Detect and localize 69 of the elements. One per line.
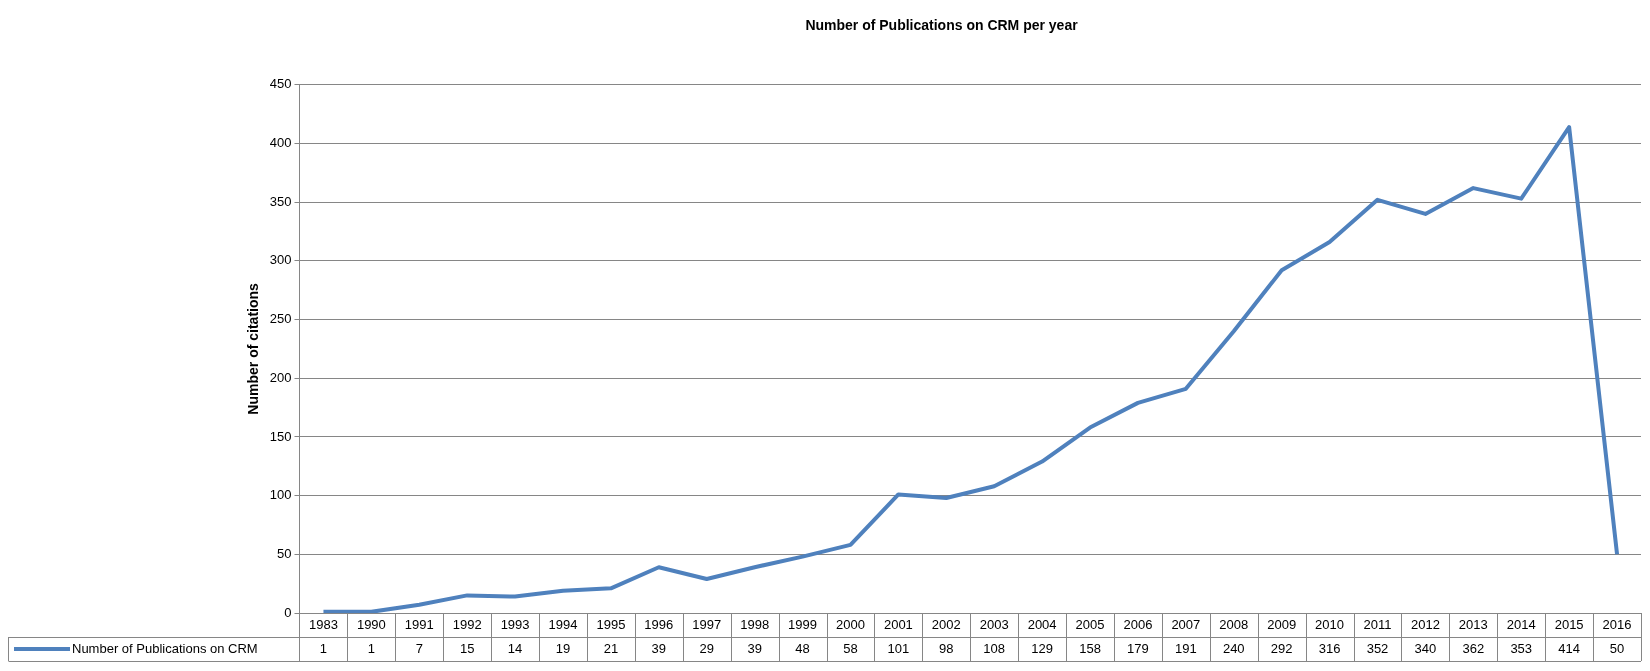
x-tick-label: 2015 [1554,617,1584,633]
x-tick-label: 2002 [931,617,961,633]
data-label: 191 [1174,640,1197,656]
y-tick-label: 250 [269,311,292,327]
data-label: 340 [1414,640,1437,656]
x-tick-label: 2000 [836,617,865,633]
x-tick-label: 2005 [1075,617,1105,633]
data-label: 158 [1079,640,1101,656]
x-tick-label: 1998 [740,617,770,633]
x-tick-label: 2016 [1602,617,1632,633]
data-label: 316 [1318,640,1341,656]
data-label: 29 [699,640,714,656]
x-tick-label: 1983 [308,617,338,633]
x-tick-label: 2011 [1363,617,1392,633]
data-label: 7 [415,640,423,656]
data-label: 48 [795,640,810,656]
x-tick-label: 1999 [788,617,818,633]
data-label: 352 [1366,640,1389,656]
data-label: 240 [1222,640,1245,656]
x-tick-label: 2009 [1267,617,1297,633]
legend-label: Number of Publications on CRM [72,640,258,656]
x-tick-label: 2014 [1506,617,1536,633]
x-tick-label: 1997 [692,617,722,633]
x-tick-label: 1994 [548,617,578,633]
data-label: 98 [939,640,954,656]
y-tick-label: 50 [277,545,292,561]
x-tick-label: 2004 [1027,617,1057,633]
x-tick-label: 2007 [1171,617,1201,633]
data-label: 19 [555,640,571,656]
x-tick-label: 2013 [1458,617,1488,633]
data-label: 1 [367,640,375,656]
data-label: 101 [887,640,910,656]
x-tick-label: 1991 [404,617,434,633]
chart-title: Number of Publications on CRM per year [805,17,1079,34]
data-label: 58 [843,640,858,656]
y-tick-label: 300 [269,252,292,268]
data-label: 1 [319,640,328,656]
y-tick-label: 100 [269,487,292,503]
data-label: 414 [1558,640,1580,656]
x-tick-label: 1990 [356,617,386,633]
data-label: 14 [507,640,523,656]
y-tick-label: 200 [269,369,292,385]
x-tick-label: 1992 [452,617,482,633]
y-tick-label: 0 [284,604,292,620]
x-tick-label: 2012 [1410,617,1440,633]
y-tick-label: 350 [269,193,292,209]
data-label: 50 [1609,640,1625,656]
x-tick-label: 2006 [1123,617,1153,633]
data-label: 129 [1031,640,1053,656]
x-tick-label: 1995 [596,617,626,633]
y-axis-title: Number of citations [245,282,262,415]
data-label: 39 [747,640,762,656]
y-tick-label: 150 [269,428,292,444]
x-tick-label: 1996 [644,617,674,633]
x-tick-label: 2008 [1219,617,1249,633]
data-label: 15 [459,640,475,656]
data-label: 108 [983,640,1006,656]
x-tick-label: 2010 [1315,617,1345,633]
x-tick-label: 1993 [500,617,530,633]
data-label: 39 [651,640,667,656]
data-label: 292 [1270,640,1293,656]
data-label: 362 [1462,640,1485,656]
y-tick-label: 400 [269,135,292,151]
data-label: 179 [1127,640,1149,656]
data-label: 353 [1510,640,1533,656]
x-tick-label: 2001 [883,617,913,633]
data-label: 21 [603,640,619,656]
x-tick-label: 2003 [979,617,1009,633]
y-tick-label: 450 [269,76,292,92]
